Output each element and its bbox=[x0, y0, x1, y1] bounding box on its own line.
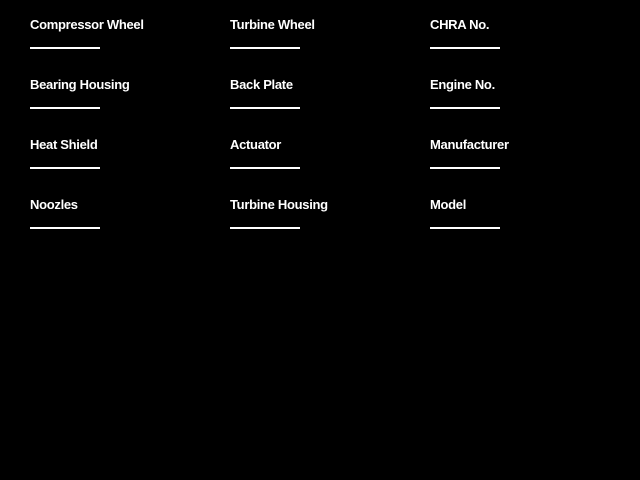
field-actuator: Actuator bbox=[230, 138, 430, 198]
field-back-plate: Back Plate bbox=[230, 78, 430, 138]
field-label: Manufacturer bbox=[430, 137, 509, 152]
value-input-line[interactable] bbox=[430, 107, 500, 109]
value-input-line[interactable] bbox=[230, 47, 300, 49]
field-heat-shield: Heat Shield bbox=[30, 138, 230, 198]
field-label: Turbine Wheel bbox=[230, 17, 315, 32]
field-label: Model bbox=[430, 197, 467, 212]
field-model: Model bbox=[430, 198, 630, 258]
value-input-line[interactable] bbox=[430, 47, 500, 49]
field-turbine-housing: Turbine Housing bbox=[230, 198, 430, 258]
field-label: Heat Shield bbox=[30, 137, 98, 152]
field-label: Back Plate bbox=[230, 77, 293, 92]
value-input-line[interactable] bbox=[30, 227, 100, 229]
field-label: Compressor Wheel bbox=[30, 17, 144, 32]
value-input-line[interactable] bbox=[430, 167, 500, 169]
value-input-line[interactable] bbox=[230, 107, 300, 109]
field-label: Noozles bbox=[30, 197, 78, 212]
value-input-line[interactable] bbox=[230, 227, 300, 229]
field-label: Turbine Housing bbox=[230, 197, 328, 212]
field-label: CHRA No. bbox=[430, 17, 490, 32]
field-label: Actuator bbox=[230, 137, 282, 152]
value-input-line[interactable] bbox=[30, 47, 100, 49]
field-turbine-wheel: Turbine Wheel bbox=[230, 18, 430, 78]
field-noozles: Noozles bbox=[30, 198, 230, 258]
field-label: Bearing Housing bbox=[30, 77, 130, 92]
field-compressor-wheel: Compressor Wheel bbox=[30, 18, 230, 78]
value-input-line[interactable] bbox=[230, 167, 300, 169]
field-manufacturer: Manufacturer bbox=[430, 138, 630, 198]
field-label: Engine No. bbox=[430, 77, 495, 92]
value-input-line[interactable] bbox=[430, 227, 500, 229]
field-chra-no: CHRA No. bbox=[430, 18, 630, 78]
field-bearing-housing: Bearing Housing bbox=[30, 78, 230, 138]
value-input-line[interactable] bbox=[30, 167, 100, 169]
parts-form: Compressor Wheel Turbine Wheel CHRA No. … bbox=[30, 18, 630, 258]
field-engine-no: Engine No. bbox=[430, 78, 630, 138]
value-input-line[interactable] bbox=[30, 107, 100, 109]
